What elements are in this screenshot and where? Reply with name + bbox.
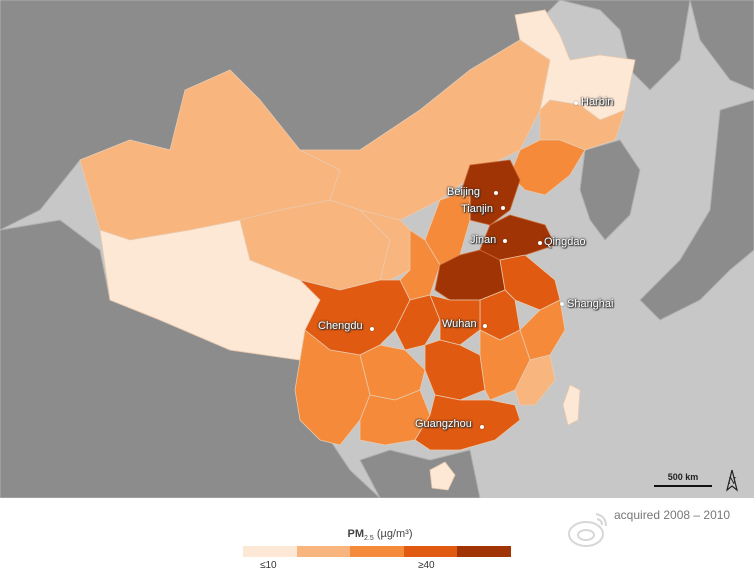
city-dot-shanghai — [560, 302, 564, 306]
city-label-shanghai: Shanghai — [567, 298, 614, 310]
scale-bar: 500 km — [654, 472, 712, 487]
scale-line — [654, 485, 712, 487]
region-hunan — [424, 339, 486, 401]
pm25-map — [0, 0, 754, 498]
legend-swatch-5 — [457, 546, 511, 557]
legend-swatch-2 — [296, 546, 351, 557]
map-panel: Harbin Beijing Tianjin Jinan Qingdao Sha… — [0, 0, 754, 498]
city-dot-beijing — [494, 191, 498, 195]
land-russia-east — [559, 0, 691, 91]
region-hainan — [429, 461, 456, 491]
legend-tick-low: ≤10 — [260, 560, 277, 571]
north-arrow-icon: N — [722, 468, 742, 494]
region-yunnan — [294, 329, 371, 446]
legend-swatch-4 — [403, 546, 458, 557]
city-dot-wuhan — [483, 324, 487, 328]
legend-title-sub: 2.5 — [364, 535, 374, 543]
city-dot-chengdu — [370, 327, 374, 331]
city-label-guangzhou: Guangzhou — [415, 418, 472, 430]
city-dot-jinan — [503, 239, 507, 243]
legend-swatch-3 — [350, 546, 404, 557]
region-hubei — [429, 294, 481, 346]
city-label-qingdao: Qingdao — [544, 236, 586, 248]
city-dot-guangzhou — [480, 425, 484, 429]
region-taiwan — [562, 384, 581, 426]
city-dot-harbin — [574, 101, 578, 105]
region-fujian — [514, 354, 556, 406]
land-japan — [639, 0, 754, 321]
city-label-jinan: Jinan — [470, 234, 497, 246]
legend-title: PM2.5 (µg/m³) — [300, 528, 460, 542]
scale-label: 500 km — [667, 472, 699, 482]
city-label-wuhan: Wuhan — [442, 318, 477, 330]
legend-title-unit: (µg/m³) — [376, 528, 413, 540]
acquired-date-note: acquired 2008 – 2010 — [614, 508, 731, 522]
city-dot-tianjin — [501, 206, 505, 210]
city-label-harbin: Harbin — [581, 96, 614, 108]
land-korea — [579, 139, 641, 241]
legend-color-bar — [243, 546, 511, 557]
legend-tick-high: ≥40 — [418, 560, 435, 571]
north-arrow-label: N — [727, 477, 737, 487]
city-label-chengdu: Chengdu — [318, 320, 363, 332]
region-guangdong — [414, 394, 521, 451]
city-dot-qingdao — [538, 241, 542, 245]
watermark-logo-icon — [566, 508, 610, 552]
city-label-beijing: Beijing — [447, 186, 481, 198]
land-southeast — [359, 449, 481, 498]
region-gansu — [329, 199, 421, 281]
region-sichuan — [298, 279, 411, 356]
city-label-tianjin: Tianjin — [461, 203, 493, 215]
legend-swatch-1 — [243, 546, 297, 557]
legend-title-main: PM — [347, 528, 365, 540]
